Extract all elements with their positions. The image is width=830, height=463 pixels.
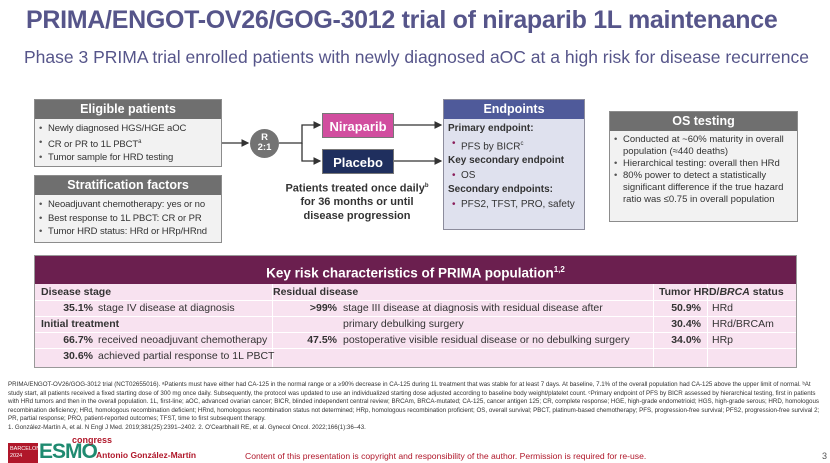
- stratification-box: Stratification factors Neoadjuvant chemo…: [34, 175, 222, 243]
- stratification-item: Tumor HRD status: HRd or HRp/HRnd: [39, 225, 217, 239]
- os-testing-header: OS testing: [610, 112, 797, 131]
- stratification-item: Best response to 1L PBCT: CR or PR: [39, 212, 217, 226]
- secondary-label: Secondary endpoints:: [448, 184, 554, 196]
- primary-endpoint: PFS by BICRc: [448, 137, 580, 155]
- risk-table-header: Key risk characteristics of PRIMA popula…: [35, 256, 796, 284]
- stat-text: primary debulking surgery: [343, 318, 464, 330]
- os-testing-box: OS testing Conducted at ~60% maturity in…: [609, 111, 798, 222]
- primary-endpoint-label: Primary endpoint:: [448, 123, 534, 134]
- stat-pct: 35.1%: [63, 302, 93, 314]
- niraparib-arm: Niraparib: [322, 113, 394, 138]
- footnotes: PRIMA/ENGOT-OV26/GOG-3012 trial (NCT0265…: [8, 381, 823, 433]
- arrow-to-niraparib: [279, 121, 322, 144]
- stat-text: postoperative visible residual disease o…: [343, 334, 630, 346]
- stratification-header: Stratification factors: [35, 176, 221, 195]
- page-number: 3: [822, 451, 828, 461]
- treatment-description: Patients treated once dailyb for 36 month…: [285, 182, 429, 222]
- stat-pct: 50.9%: [671, 302, 701, 314]
- endpoints-box: Endpoints Primary endpoint: PFS by BICRc…: [443, 99, 585, 230]
- stratification-item: Neoadjuvant chemotherapy: yes or no: [39, 198, 217, 212]
- logo-word: congress: [72, 435, 113, 445]
- initial-treatment-header: Initial treatment: [41, 318, 120, 330]
- copyright-notice: Content of this presentation is copyrigh…: [245, 451, 647, 461]
- os-testing-item: Hierarchical testing: overall then HRd: [614, 158, 793, 170]
- disease-stage-header: Disease stage: [41, 286, 112, 298]
- footnote-text: PRIMA/ENGOT-OV26/GOG-3012 trial (NCT0265…: [8, 381, 820, 423]
- stat-text: achieved partial response to 1L PBCT: [98, 350, 275, 362]
- secondary-endpoints: PFS2, TFST, PRO, safety: [448, 198, 580, 213]
- randomization-label: R: [261, 132, 268, 143]
- key-secondary-endpoint: OS: [448, 169, 580, 184]
- residual-disease-header: Residual disease: [273, 286, 359, 298]
- stat-text: HRp: [712, 334, 734, 346]
- stat-pct: 66.7%: [63, 334, 93, 346]
- risk-characteristics-table: Key risk characteristics of PRIMA popula…: [34, 255, 797, 368]
- os-testing-item: 80% power to detect a statistically sign…: [614, 170, 793, 206]
- stat-pct: 47.5%: [307, 334, 337, 346]
- stat-text: HRd: [712, 302, 734, 314]
- eligible-item: Newly diagnosed HGS/HGE aOC: [39, 122, 217, 136]
- os-testing-item: Conducted at ~60% maturity in overall po…: [614, 134, 793, 158]
- flow-connectors: [222, 121, 443, 165]
- arrow-to-placebo: [301, 143, 322, 165]
- esmo-congress-logo: BARCELONA 2024 ESMO congress: [8, 435, 112, 463]
- logo-brand: ESMO: [39, 440, 98, 463]
- stat-text: stage IV disease at diagnosis: [98, 302, 235, 314]
- stat-pct: 34.0%: [671, 334, 701, 346]
- eligible-patients-header: Eligible patients: [35, 100, 221, 119]
- randomization-ratio: 2:1: [257, 142, 272, 153]
- placebo-arm: Placebo: [322, 149, 394, 174]
- hrd-status-header: Tumor HRD/BRCA status: [659, 286, 784, 298]
- stat-text: received neoadjuvant chemotherapy: [98, 334, 268, 346]
- author-name: Antonio González-Martín: [96, 450, 197, 460]
- logo-city-year: BARCELONA 2024: [8, 443, 44, 463]
- stat-pct: 30.6%: [63, 350, 93, 362]
- stat-text: stage III disease at diagnosis with resi…: [343, 302, 603, 314]
- eligible-patients-box: Eligible patients Newly diagnosed HGS/HG…: [34, 99, 222, 167]
- stat-pct: 30.4%: [671, 318, 701, 330]
- slide-title: PRIMA/ENGOT-OV26/GOG-3012 trial of nirap…: [26, 6, 778, 34]
- endpoints-header: Endpoints: [444, 100, 584, 119]
- stat-pct: >99%: [309, 302, 337, 314]
- references: 1. González-Martín A, et al. N Engl J Me…: [8, 423, 366, 431]
- eligible-item: CR or PR to 1L PBCTa: [39, 136, 217, 152]
- stat-text: HRd/BRCAm: [712, 318, 774, 330]
- key-secondary-label: Key secondary endpoint: [448, 155, 565, 167]
- slide-subtitle: Phase 3 PRIMA trial enrolled patients wi…: [24, 47, 809, 67]
- eligible-item: Tumor sample for HRD testing: [39, 151, 217, 165]
- randomization-circle: R 2:1: [250, 129, 279, 158]
